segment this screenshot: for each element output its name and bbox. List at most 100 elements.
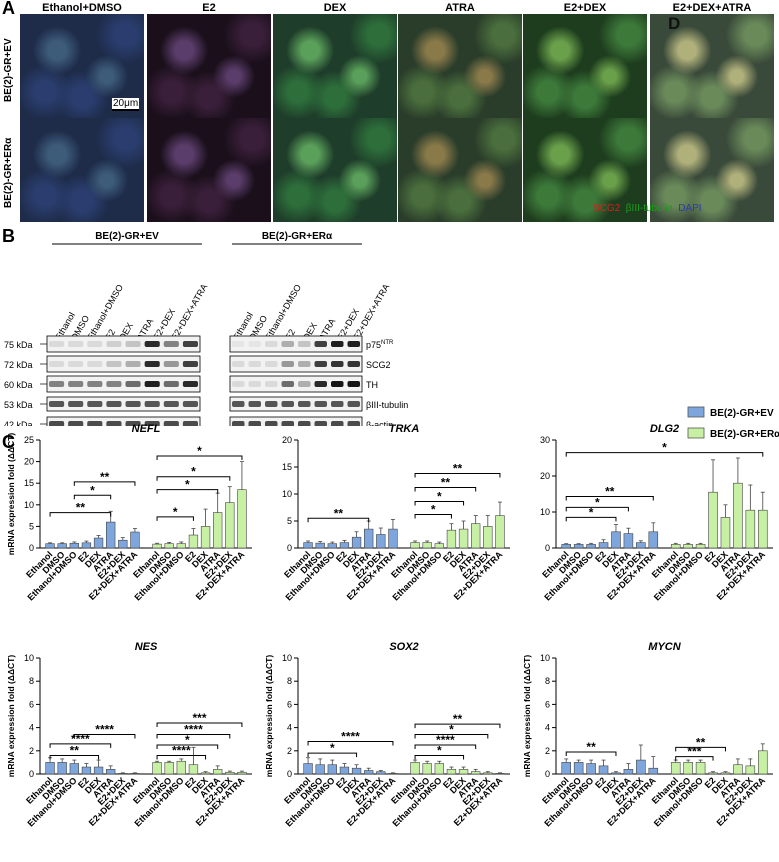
micrograph-image [398,14,522,118]
bar [93,766,104,775]
bar [364,770,374,775]
kda-label: 60 kDa [4,380,33,390]
blot-group-label: BE(2)-GR+ERα [262,231,333,242]
bar [303,542,313,549]
significance-bracket [49,743,112,748]
blot-band [106,361,122,367]
significance-bracket [307,517,370,523]
significance-label: * [197,444,202,458]
y-tick-label: 0 [29,769,34,779]
blot-band [314,361,327,367]
blot-band [232,401,245,407]
bar [188,764,199,775]
bar [225,771,235,775]
bar [237,771,247,775]
micrograph-image [523,14,647,118]
blot-strip [229,355,363,373]
blot-band [331,421,344,426]
significance-bracket [156,516,194,521]
y-tick-label: 0 [287,543,292,553]
bar [164,762,174,775]
blot-band [248,341,261,347]
bar [720,517,731,549]
blot-band [49,401,65,407]
bar [623,533,634,549]
bar [69,542,79,549]
significance-label: **** [184,723,203,737]
significance-label: ** [605,485,615,499]
bar [200,526,211,549]
blot-strip [229,335,363,353]
panel-label-c: C [2,432,15,452]
bar [611,772,621,775]
bar [351,767,362,775]
micrograph-image [20,118,144,222]
blot-band [298,361,311,367]
y-tick-label: 10 [540,653,550,663]
y-tick-label: 5 [287,516,292,526]
blot-band [182,361,198,367]
y-tick-label: 4 [545,723,550,733]
bar [561,544,571,549]
significance-label: * [185,478,190,492]
legend-swatch-era [687,427,705,439]
blot-strip [229,396,363,412]
bar [118,773,128,775]
blot-strip [229,416,363,426]
significance-bracket [414,754,465,760]
y-tick-label: 2 [287,746,292,756]
bar [388,528,398,549]
blot-band [232,361,245,367]
significance-label: **** [71,732,90,746]
y-tick-label: 6 [29,699,34,709]
blot-band [248,361,261,367]
significance-label: * [437,490,442,504]
significance-label: * [185,733,190,747]
blot-band [331,381,344,387]
bar [327,764,337,775]
bar [636,542,646,549]
blot-band [265,421,278,426]
y-tick-label: 8 [545,676,550,686]
stain-dapi: DAPI [678,203,702,214]
bar [303,763,313,775]
blot-band [314,401,327,407]
significance-label: **** [172,743,191,757]
significance-bracket [307,741,394,746]
bar [573,762,584,775]
bar [422,763,432,775]
micrograph-image [398,118,522,222]
protein-label: SCG2 [366,360,391,370]
blot-band [106,421,122,426]
y-tick-label: 6 [287,699,292,709]
blot-band [87,361,103,367]
significance-bracket [565,496,654,501]
significance-label: ** [334,506,344,520]
blot-band [281,381,294,387]
blot-band [182,381,198,387]
panel-label-a: A [2,0,15,18]
bar [106,769,116,775]
blot-band [248,381,261,387]
bar [376,771,386,775]
bar [388,773,398,775]
blot-band [144,421,160,426]
blot-band [265,361,278,367]
bar [471,771,481,775]
blot-band [144,361,160,367]
blot-band [87,401,103,407]
blot-band [182,421,198,426]
bar [69,763,79,775]
blot-band [248,401,261,407]
blot-band [314,381,327,387]
micrograph-image [273,118,397,222]
blot-band [331,401,344,407]
bar [376,534,386,549]
bar [733,482,743,549]
significance-bracket [156,744,219,749]
significance-bracket [156,489,219,494]
chart-ylabel: mRNA expression fold (ΔΔCT) [264,655,274,778]
protein-label: βIII-tubulin [366,400,408,410]
significance-label: * [595,495,600,509]
